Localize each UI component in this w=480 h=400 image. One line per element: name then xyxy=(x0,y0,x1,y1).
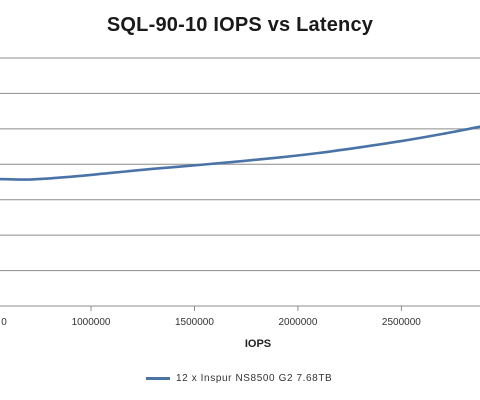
x-tick-label: 1500000 xyxy=(175,317,214,328)
legend-label: 12 x Inspur NS8500 G2 7.68TB xyxy=(176,373,333,384)
legend-swatch-line xyxy=(146,377,170,380)
x-tick-label: 2000000 xyxy=(278,317,317,328)
x-tick-label: 1000000 xyxy=(72,317,111,328)
chart-title: SQL-90-10 IOPS vs Latency xyxy=(106,14,374,36)
series-line xyxy=(0,125,480,181)
legend: 12 x Inspur NS8500 G2 7.68TB xyxy=(146,373,332,384)
x-tick-label-partial: 0 xyxy=(1,317,7,328)
x-axis-title: IOPS xyxy=(245,338,271,350)
x-tick-label: 2500000 xyxy=(382,317,421,328)
